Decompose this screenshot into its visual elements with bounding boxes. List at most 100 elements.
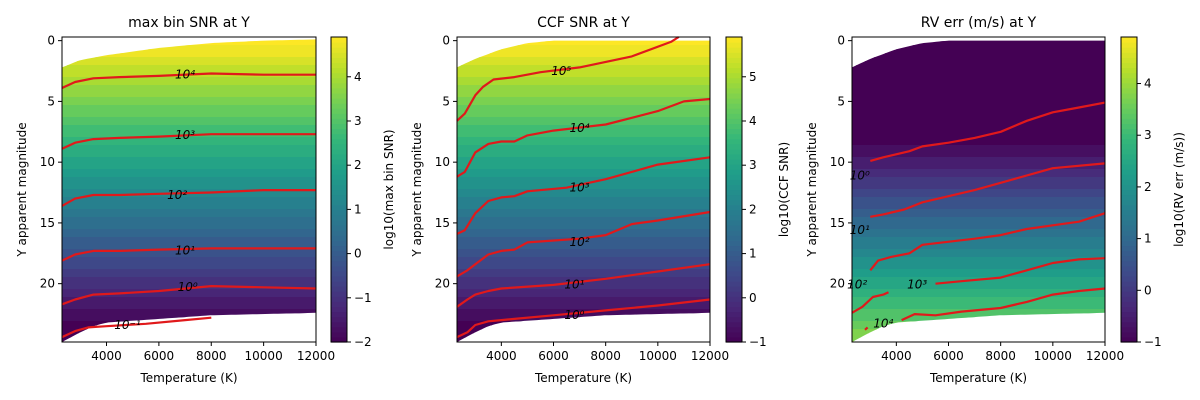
heatmap-band: [62, 329, 316, 334]
contour-line: [61, 316, 212, 339]
heatmap-band: [457, 265, 710, 270]
colorbar-frame: [725, 36, 743, 343]
contour-line: [61, 285, 317, 306]
colorbar-segment: [726, 67, 742, 74]
colorbar-segment: [331, 296, 347, 302]
colorbar-tick-label: −1: [354, 291, 372, 305]
contour-line: [864, 326, 869, 331]
colorbar-segment: [331, 148, 347, 155]
x-tick-label: 6000: [933, 349, 964, 363]
colorbar-tick-label: 2: [749, 202, 757, 216]
colorbar-segment: [1121, 275, 1137, 282]
x-tick-label: 4000: [91, 349, 122, 363]
heatmap-band: [62, 97, 316, 102]
heatmap-band: [457, 261, 710, 266]
x-tick-label: 4000: [881, 349, 912, 363]
colorbar-segment: [331, 123, 347, 130]
heatmap-band: [457, 205, 710, 210]
y-tick-label: 10: [40, 155, 55, 169]
contour-line: [456, 156, 711, 235]
colorbar-segment: [331, 240, 347, 247]
heatmap-band: [852, 97, 1105, 102]
colorbar-segment: [726, 270, 742, 277]
colorbar-segment: [1121, 67, 1137, 74]
colorbar-segment: [331, 103, 347, 109]
colorbar-tick-label: 2: [354, 158, 362, 172]
heatmap-band: [62, 165, 316, 170]
heatmap-band: [62, 217, 316, 222]
colorbar-tick-label: 2: [1144, 180, 1152, 194]
contour-line: [901, 287, 1106, 322]
colorbar-segment: [726, 159, 742, 165]
colorbar-segment: [726, 128, 742, 135]
x-tick-label: 12000: [297, 349, 335, 363]
heatmap-band: [457, 257, 710, 262]
heatmap-band: [852, 169, 1105, 174]
heatmap-band: [62, 169, 316, 174]
contour-line: [456, 298, 711, 339]
colorbar-segment: [726, 306, 742, 313]
heatmap-band: [852, 133, 1105, 138]
heatmap-band: [62, 153, 316, 158]
heatmap-band: [62, 233, 316, 238]
heatmap-band: [457, 213, 710, 218]
heatmap-band: [852, 209, 1105, 214]
x-tick-label: 8000: [590, 349, 621, 363]
y-tick-label: 15: [830, 216, 845, 230]
heatmap-band: [852, 109, 1105, 114]
heatmap-band: [62, 89, 316, 94]
colorbar-label: log10(CCF SNR): [777, 142, 791, 237]
heatmap-band: [852, 129, 1105, 134]
colorbar-segment: [726, 169, 742, 175]
heatmap-band: [62, 197, 316, 202]
heatmap-band: [852, 261, 1105, 266]
colorbar-segment: [726, 143, 742, 150]
colorbar-tick-label: −1: [749, 335, 767, 349]
colorbar-segment: [1121, 265, 1137, 272]
colorbar-segment: [331, 174, 347, 180]
axes-frame: [456, 36, 711, 343]
heatmap-band: [457, 273, 710, 278]
colorbar-tick-label: −2: [354, 335, 372, 349]
heatmap-band: [457, 165, 710, 170]
heatmap-band: [852, 65, 1105, 70]
colorbar-segment: [1121, 291, 1137, 297]
heatmap-band: [457, 177, 710, 182]
x-tick-label: 8000: [985, 349, 1016, 363]
colorbar-segment: [726, 214, 742, 221]
heatmap-band: [457, 241, 710, 246]
colorbar-segment: [1121, 47, 1137, 53]
colorbar-segment: [726, 37, 742, 43]
heatmap-band: [62, 39, 316, 42]
colorbar-segment: [1121, 250, 1137, 257]
contour-line: [869, 212, 1106, 271]
heatmap-band: [62, 185, 316, 190]
contour-label: 10⁴: [175, 67, 195, 81]
heatmap-band: [62, 321, 316, 326]
heatmap-band: [852, 77, 1105, 82]
heatmap-band: [457, 69, 710, 74]
heatmap-band: [852, 273, 1105, 278]
heatmap-band: [62, 69, 316, 74]
heatmap-band: [457, 269, 710, 274]
colorbar-tick-label: −1: [1144, 335, 1162, 349]
heatmap-band: [852, 113, 1105, 118]
heatmap-band: [62, 241, 316, 246]
heatmap-band: [457, 141, 710, 146]
heatmap-band: [457, 201, 710, 206]
heatmap-band: [852, 265, 1105, 270]
heatmap-band: [852, 125, 1105, 130]
colorbar-segment: [331, 62, 347, 69]
colorbar-segment: [1121, 98, 1137, 104]
heatmap-band: [852, 193, 1105, 198]
colorbar-segment: [1121, 255, 1137, 262]
heatmap-band: [62, 41, 316, 46]
heatmap-band: [852, 49, 1105, 54]
colorbar-segment: [1121, 189, 1137, 196]
y-tick-label: 5: [837, 94, 845, 108]
heatmap-band: [457, 81, 710, 86]
colorbar-segment: [726, 199, 742, 206]
colorbar-segment: [726, 194, 742, 201]
heatmap-band: [457, 53, 710, 58]
